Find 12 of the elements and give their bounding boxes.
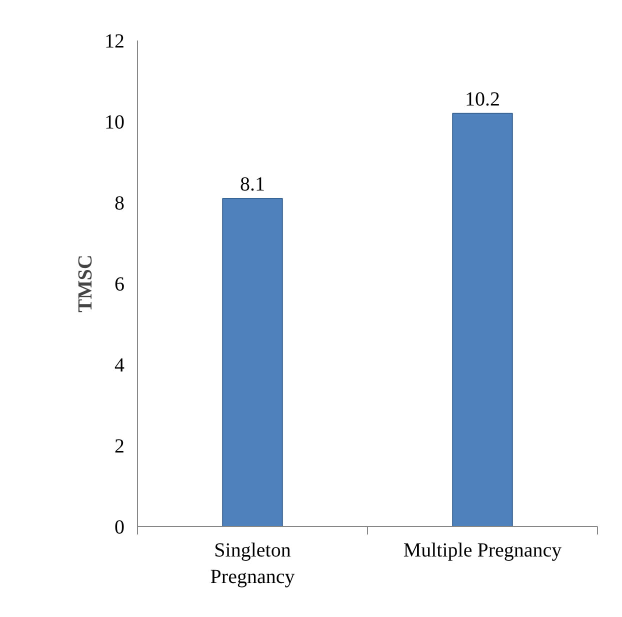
- x-tick-label: Multiple Pregnancy: [403, 540, 562, 562]
- y-axis-title: TMSC: [74, 254, 96, 312]
- y-tick-label: 2: [114, 436, 124, 458]
- y-tick-label: 12: [104, 30, 124, 52]
- y-tick-label: 0: [114, 516, 124, 538]
- x-tick-label: Singleton Pregnancy: [210, 540, 295, 588]
- y-tick-label: 4: [114, 354, 124, 376]
- y-tick-label: 10: [104, 112, 124, 134]
- y-tick-label: 6: [114, 274, 124, 296]
- data-label: 8.1: [240, 173, 265, 196]
- data-label: 10.2: [465, 88, 500, 110]
- y-tick-label: 8: [114, 192, 124, 214]
